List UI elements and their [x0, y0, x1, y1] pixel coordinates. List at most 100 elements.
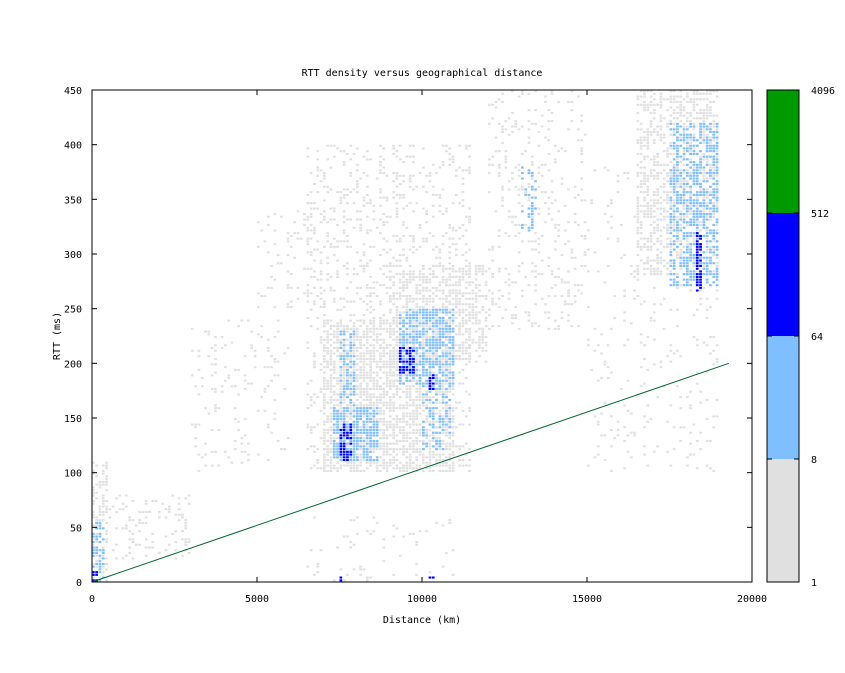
- heatmap-cell: [445, 346, 448, 349]
- heatmap-cell: [372, 382, 376, 385]
- heatmap-cell: [356, 445, 359, 448]
- heatmap-cell: [98, 535, 102, 538]
- heatmap-cell: [679, 95, 683, 98]
- heatmap-cell: [365, 437, 369, 440]
- heatmap-cell: [115, 557, 118, 560]
- heatmap-cell: [365, 295, 369, 298]
- heatmap-cell: [679, 396, 683, 399]
- heatmap-cell: [659, 240, 663, 243]
- heatmap-cell: [105, 562, 108, 565]
- heatmap-cell: [418, 448, 422, 451]
- heatmap-cell: [382, 248, 386, 251]
- heatmap-cell: [669, 360, 673, 363]
- heatmap-cell: [524, 223, 527, 226]
- heatmap-cell: [603, 434, 607, 437]
- heatmap-cell: [491, 292, 494, 295]
- heatmap-cell: [359, 428, 362, 431]
- heatmap-cell: [402, 270, 405, 273]
- heatmap-cell: [375, 360, 379, 363]
- heatmap-cell: [455, 401, 458, 404]
- heatmap-cell: [372, 442, 376, 445]
- heatmap-cell: [313, 182, 316, 185]
- heatmap-cell: [382, 158, 386, 161]
- heatmap-cell: [441, 426, 445, 429]
- heatmap-cell: [230, 461, 234, 464]
- heatmap-cell: [705, 161, 709, 164]
- heatmap-cell: [385, 240, 389, 243]
- heatmap-cell: [412, 308, 415, 311]
- heatmap-cell: [705, 106, 709, 109]
- heatmap-cell: [464, 352, 468, 355]
- heatmap-cell: [105, 521, 108, 524]
- heatmap-cell: [359, 412, 362, 415]
- heatmap-cell: [303, 213, 306, 216]
- heatmap-cell: [643, 95, 646, 98]
- heatmap-cell: [629, 456, 633, 459]
- heatmap-cell: [468, 360, 471, 363]
- heatmap-cell: [276, 254, 280, 257]
- heatmap-cell: [369, 448, 372, 451]
- heatmap-cell: [682, 185, 686, 188]
- heatmap-cell: [398, 554, 402, 557]
- heatmap-cell: [649, 270, 653, 273]
- heatmap-cell: [448, 308, 452, 311]
- heatmap-cell: [339, 415, 343, 418]
- heatmap-cell: [286, 284, 290, 287]
- heatmap-cell: [346, 330, 349, 333]
- heatmap-cell: [336, 393, 339, 396]
- heatmap-cell: [164, 549, 168, 552]
- heatmap-cell: [372, 412, 376, 415]
- heatmap-cell: [705, 117, 709, 120]
- heatmap-cell: [653, 215, 656, 218]
- heatmap-cell: [101, 513, 105, 516]
- heatmap-cell: [352, 412, 356, 415]
- heatmap-cell: [445, 207, 448, 210]
- heatmap-cell: [105, 464, 108, 467]
- heatmap-cell: [352, 428, 356, 431]
- heatmap-cell: [402, 464, 405, 467]
- heatmap-cell: [422, 439, 425, 442]
- heatmap-cell: [448, 409, 452, 412]
- heatmap-cell: [392, 316, 395, 319]
- heatmap-cell: [583, 199, 587, 202]
- heatmap-cell: [332, 336, 336, 339]
- heatmap-cell: [392, 297, 395, 300]
- heatmap-cell: [389, 286, 392, 289]
- heatmap-cell: [339, 439, 343, 442]
- heatmap-cell: [573, 295, 577, 298]
- heatmap-cell: [534, 90, 537, 93]
- heatmap-cell: [309, 275, 313, 278]
- heatmap-cell: [669, 106, 673, 109]
- heatmap-cell: [412, 234, 415, 237]
- heatmap-cell: [458, 166, 461, 169]
- heatmap-cell: [329, 275, 333, 278]
- heatmap-cell: [349, 382, 353, 385]
- heatmap-cell: [362, 357, 366, 360]
- heatmap-cell: [676, 273, 679, 276]
- heatmap-cell: [362, 377, 366, 380]
- heatmap-cell: [504, 158, 508, 161]
- heatmap-cell: [699, 117, 702, 120]
- heatmap-cell: [567, 100, 570, 103]
- heatmap-cell: [362, 196, 366, 199]
- heatmap-cell: [461, 341, 465, 344]
- heatmap-cell: [636, 264, 640, 267]
- heatmap-cell: [422, 237, 425, 240]
- heatmap-cell: [395, 292, 399, 295]
- heatmap-cell: [362, 426, 366, 429]
- heatmap-cell: [359, 336, 362, 339]
- heatmap-cell: [92, 513, 95, 516]
- heatmap-cell: [313, 275, 316, 278]
- heatmap-cell: [309, 445, 313, 448]
- heatmap-cell: [336, 442, 339, 445]
- heatmap-cell: [95, 475, 98, 478]
- heatmap-cell: [323, 172, 326, 175]
- heatmap-cell: [699, 188, 702, 191]
- heatmap-cell: [359, 401, 362, 404]
- heatmap-cell: [286, 437, 290, 440]
- heatmap-cell: [349, 387, 353, 390]
- heatmap-cell: [398, 467, 402, 470]
- heatmap-cell: [408, 390, 412, 393]
- heatmap-cell: [491, 103, 494, 106]
- heatmap-cell: [280, 262, 283, 265]
